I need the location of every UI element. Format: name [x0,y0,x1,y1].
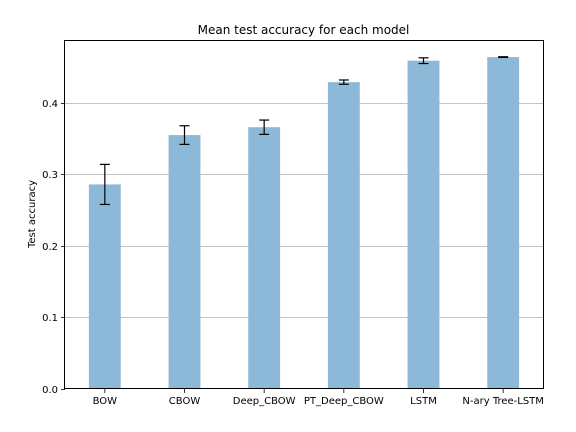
x-tick-label: Deep_CBOW [233,396,296,407]
bar [88,184,121,389]
x-tick-label: PT_Deep_CBOW [304,396,384,407]
bar [168,135,201,389]
bar [327,82,360,389]
bars [88,57,520,390]
x-tick-label: N-ary Tree-LSTM [462,396,544,407]
y-tick-label: 0.2 [42,242,58,253]
y-tick-label: 0.4 [42,99,58,110]
x-tick-label: BOW [93,396,118,407]
chart-title: Mean test accuracy for each model [198,23,410,37]
y-axis-label: Test accuracy [27,180,38,249]
y-axis-ticks: 0.0 0.1 0.2 0.3 0.4 [42,99,65,396]
bar [407,60,440,390]
x-tick-label: LSTM [410,396,437,407]
bar [248,127,281,389]
error-bars [99,56,509,206]
gridlines [65,103,543,318]
plot-frame [64,40,544,389]
bar [487,57,520,390]
y-tick-label: 0.1 [42,313,58,324]
y-tick-label: 0.3 [42,170,58,181]
y-tick-label: 0.0 [42,385,58,396]
x-tick-label: CBOW [169,396,201,407]
x-axis-ticks: BOW CBOW Deep_CBOW PT_Deep_CBOW LSTM N-ary Tr… [93,389,544,407]
